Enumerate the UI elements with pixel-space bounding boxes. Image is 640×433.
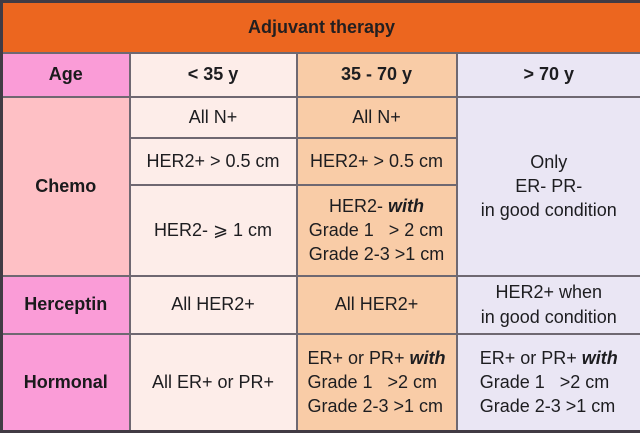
- chemo-35-70-her2neg-cell: HER2- with Grade 1 > 2 cm Grade 2-3 >1 c…: [297, 185, 457, 276]
- title-row: Adjuvant therapy: [2, 2, 640, 53]
- chemo-35-70-her2neg-text: HER2- with Grade 1 > 2 cm Grade 2-3 >1 c…: [309, 194, 445, 267]
- herceptin-over70-text: HER2+ when in good condition: [481, 280, 617, 329]
- chemo-row-1: Chemo All N+ All N+ Only ER- PR- in good…: [2, 97, 640, 138]
- herceptin-over70-cell: HER2+ when in good condition: [457, 276, 640, 334]
- herceptin-over70-line1: HER2+ when: [481, 280, 617, 304]
- hormonal-35-70-line2: Grade 1 >2 cm: [307, 370, 445, 394]
- hormonal-over70-line3: Grade 2-3 >1 cm: [480, 394, 618, 418]
- chemo-over70-line3: in good condition: [481, 198, 617, 222]
- chemo-under35-all-n: All N+: [130, 97, 297, 138]
- chemo-over70-cell: Only ER- PR- in good condition: [457, 97, 640, 276]
- chemo-under35-her2neg: HER2- ⩾ 1 cm: [130, 185, 297, 276]
- chemo-over70-text: Only ER- PR- in good condition: [481, 150, 617, 223]
- hormonal-35-70-line1: ER+ or PR+ with: [307, 346, 445, 370]
- col-header-under-35: < 35 y: [130, 53, 297, 97]
- hormonal-over70-cell: ER+ or PR+ with Grade 1 >2 cm Grade 2-3 …: [457, 334, 640, 432]
- row-label-age: Age: [2, 53, 130, 97]
- hormonal-over70-prefix: ER+ or PR+: [480, 348, 582, 368]
- chemo-over70-line1: Only: [481, 150, 617, 174]
- hormonal-row: Hormonal All ER+ or PR+ ER+ or PR+ with …: [2, 334, 640, 432]
- herceptin-row: Herceptin All HER2+ All HER2+ HER2+ when…: [2, 276, 640, 334]
- with-emphasis: with: [388, 196, 424, 216]
- hormonal-over70-line2: Grade 1 >2 cm: [480, 370, 618, 394]
- hormonal-under35: All ER+ or PR+: [130, 334, 297, 432]
- hormonal-35-70-cell: ER+ or PR+ with Grade 1 >2 cm Grade 2-3 …: [297, 334, 457, 432]
- hormonal-35-70-line3: Grade 2-3 >1 cm: [307, 394, 445, 418]
- chemo-35-70-her2neg-line2: Grade 1 > 2 cm: [309, 218, 445, 242]
- hormonal-35-70-text: ER+ or PR+ with Grade 1 >2 cm Grade 2-3 …: [307, 346, 445, 419]
- col-header-35-70: 35 - 70 y: [297, 53, 457, 97]
- hormonal-35-70-prefix: ER+ or PR+: [307, 348, 409, 368]
- herceptin-35-70: All HER2+: [297, 276, 457, 334]
- row-label-hormonal: Hormonal: [2, 334, 130, 432]
- chemo-35-70-all-n: All N+: [297, 97, 457, 138]
- row-label-chemo: Chemo: [2, 97, 130, 276]
- col-header-over-70: > 70 y: [457, 53, 640, 97]
- hormonal-over70-line1: ER+ or PR+ with: [480, 346, 618, 370]
- chemo-35-70-her2neg-line3: Grade 2-3 >1 cm: [309, 242, 445, 266]
- row-label-herceptin: Herceptin: [2, 276, 130, 334]
- chemo-35-70-her2pos: HER2+ > 0.5 cm: [297, 138, 457, 185]
- page-title: Adjuvant therapy: [2, 2, 640, 53]
- chemo-over70-line2: ER- PR-: [481, 174, 617, 198]
- chemo-under35-her2pos: HER2+ > 0.5 cm: [130, 138, 297, 185]
- with-emphasis: with: [410, 348, 446, 368]
- hormonal-over70-text: ER+ or PR+ with Grade 1 >2 cm Grade 2-3 …: [480, 346, 618, 419]
- herceptin-under35: All HER2+: [130, 276, 297, 334]
- herceptin-over70-line2: in good condition: [481, 305, 617, 329]
- her2neg-prefix: HER2-: [329, 196, 388, 216]
- chemo-35-70-her2neg-line1: HER2- with: [309, 194, 445, 218]
- age-header-row: Age < 35 y 35 - 70 y > 70 y: [2, 53, 640, 97]
- with-emphasis: with: [582, 348, 618, 368]
